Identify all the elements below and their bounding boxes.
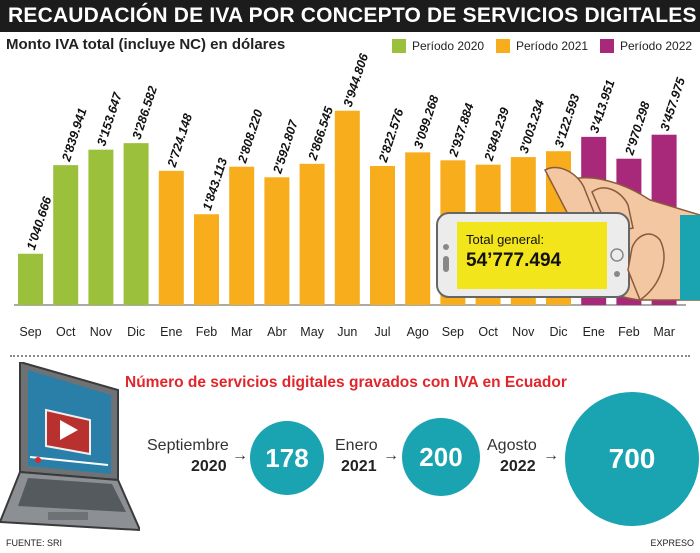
value-label-18: 2'970.298 bbox=[622, 100, 653, 158]
value-label-7: 2'808.220 bbox=[235, 108, 266, 166]
count-circle-3: 700 bbox=[565, 392, 699, 526]
value-label-14: 2'849.239 bbox=[481, 106, 512, 164]
arrow-right-icon: → bbox=[232, 447, 248, 464]
bar-12 bbox=[405, 152, 431, 305]
chart-subtitle: Monto IVA total (incluye NC) en dólares bbox=[6, 36, 286, 53]
tick-label-11: Jul bbox=[375, 325, 391, 339]
bar-6 bbox=[194, 214, 219, 305]
bar-7 bbox=[229, 166, 255, 305]
value-label-8: 2'592.807 bbox=[270, 117, 301, 176]
value-label-3: 3'153.647 bbox=[94, 90, 125, 148]
bar-10 bbox=[334, 110, 360, 305]
legend-swatch-2020 bbox=[392, 39, 406, 53]
value-label-1: 1'040.666 bbox=[24, 194, 55, 252]
date-year-2: 2021 bbox=[341, 458, 377, 475]
arrow-right-icon: → bbox=[543, 447, 559, 464]
tick-label-13: Sep bbox=[442, 325, 464, 339]
value-label-17: 3'413.951 bbox=[587, 78, 617, 135]
legend-label-2022: Período 2022 bbox=[620, 39, 693, 53]
value-label-15: 3'003.234 bbox=[517, 98, 547, 155]
legend-label-2020: Período 2020 bbox=[412, 39, 485, 53]
section-divider bbox=[10, 355, 690, 357]
tick-label-9: May bbox=[300, 325, 324, 339]
legend-swatch-2021 bbox=[496, 39, 510, 53]
legend-item-2021: Período 2021 bbox=[496, 38, 588, 54]
value-label-12: 3'099.268 bbox=[411, 94, 441, 151]
date-month-2: Enero bbox=[335, 437, 378, 454]
tick-label-10: Jun bbox=[337, 325, 357, 339]
tick-label-5: Ene bbox=[160, 325, 182, 339]
value-label-16: 3'122.593 bbox=[552, 92, 582, 149]
hand-phone-illustration bbox=[436, 166, 700, 302]
bar-11 bbox=[370, 165, 395, 305]
value-label-9: 2'866.545 bbox=[305, 104, 336, 163]
bar-9 bbox=[299, 163, 325, 305]
legend-item-2022: Período 2022 bbox=[600, 38, 692, 54]
value-label-4: 3'286.582 bbox=[130, 84, 160, 141]
legend-item-2020: Período 2020 bbox=[392, 38, 484, 54]
tick-label-18: Feb bbox=[618, 325, 640, 339]
value-label-6: 1'843.113 bbox=[200, 156, 230, 212]
bar-1 bbox=[18, 253, 43, 305]
tick-labels-group: Sep Oct Nov Dic Ene Feb Mar Abr May Jun Jul Ago Sep O… bbox=[19, 325, 674, 339]
count-circle-1: 178 bbox=[250, 421, 324, 495]
bar-8 bbox=[264, 177, 290, 305]
bar-3 bbox=[88, 149, 114, 305]
tick-label-1: Sep bbox=[19, 325, 41, 339]
value-label-2: 2'839.941 bbox=[59, 106, 90, 164]
value-label-19: 3'457.975 bbox=[658, 75, 689, 133]
value-label-10: 3'944.806 bbox=[341, 51, 372, 109]
tick-label-4: Dic bbox=[127, 325, 145, 339]
value-label-13: 2'937.884 bbox=[446, 101, 477, 159]
tick-label-8: Abr bbox=[267, 325, 286, 339]
legend-label-2021: Período 2021 bbox=[516, 39, 589, 53]
date-month-1: Septiembre bbox=[147, 437, 229, 454]
tick-label-2: Oct bbox=[56, 325, 76, 339]
brand-logo-text: EXPRESO bbox=[650, 538, 694, 548]
source-note: FUENTE: SRI bbox=[6, 538, 63, 548]
total-general-label: Total general: bbox=[466, 232, 545, 247]
tick-label-17: Ene bbox=[583, 325, 605, 339]
bar-4 bbox=[123, 143, 149, 305]
tick-label-6: Feb bbox=[196, 325, 218, 339]
date-year-1: 2020 bbox=[191, 458, 227, 475]
arrow-right-icon: → bbox=[383, 447, 399, 464]
tick-label-19: Mar bbox=[653, 325, 675, 339]
value-label-5: 2'724.148 bbox=[165, 112, 196, 170]
tick-label-7: Mar bbox=[231, 325, 253, 339]
laptop-illustration bbox=[0, 362, 140, 532]
total-general-value: 54’777.494 bbox=[466, 250, 562, 271]
count-circle-2: 200 bbox=[402, 418, 480, 496]
date-month-3: Agosto bbox=[487, 437, 537, 454]
tick-label-14: Oct bbox=[478, 325, 498, 339]
bar-2 bbox=[53, 165, 79, 305]
legend-swatch-2022 bbox=[600, 39, 614, 53]
tick-label-12: Ago bbox=[407, 325, 429, 339]
date-year-3: 2022 bbox=[500, 458, 536, 475]
title-bar: RECAUDACIÓN DE IVA POR CONCEPTO DE SERVI… bbox=[0, 0, 700, 32]
tick-label-16: Dic bbox=[549, 325, 567, 339]
services-title: Número de servicios digitales gravados c… bbox=[125, 374, 567, 391]
bar-5 bbox=[158, 170, 184, 305]
tick-label-15: Nov bbox=[512, 325, 535, 339]
value-label-11: 2'822.576 bbox=[376, 106, 407, 165]
main-title: RECAUDACIÓN DE IVA POR CONCEPTO DE SERVI… bbox=[8, 4, 697, 27]
tick-label-3: Nov bbox=[90, 325, 113, 339]
